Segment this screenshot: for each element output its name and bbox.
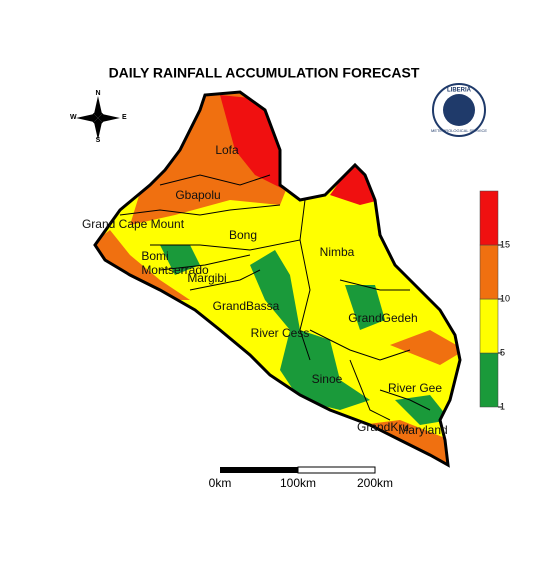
scale-bar <box>220 466 376 474</box>
scale-label: 200km <box>357 476 393 490</box>
legend-swatch <box>479 352 499 408</box>
compass-e: E <box>122 114 127 121</box>
county-label: River Gee <box>388 381 442 395</box>
legend-tick-label: 15 <box>500 239 510 249</box>
compass-n: N <box>95 90 100 97</box>
legend-swatch <box>479 298 499 354</box>
county-label: Sinoe <box>312 372 343 386</box>
county-label: Bong <box>229 228 257 242</box>
county-label: River Cess <box>251 326 310 340</box>
legend-tick-label: 5 <box>500 347 505 357</box>
compass: N S E W <box>70 90 127 144</box>
county-label: GrandGedeh <box>348 311 417 325</box>
logo-top: LIBERIA <box>447 88 472 94</box>
county-label: Margibi <box>187 271 226 285</box>
county-label: Gbapolu <box>175 188 220 202</box>
county-label: Grand Cape Mount <box>82 217 185 231</box>
legend-tick-label: 10 <box>500 293 510 303</box>
scale-label: 100km <box>280 476 316 490</box>
logo: LIBERIA METEOROLOGICAL SERVICE <box>431 83 487 137</box>
county-label: GrandBassa <box>213 299 280 313</box>
county-label: Nimba <box>320 245 355 259</box>
county-label: GrandKru <box>357 420 409 434</box>
scale-label: 0km <box>209 476 232 490</box>
compass-w: W <box>70 114 77 121</box>
legend-swatch <box>479 244 499 300</box>
legend-swatch <box>479 190 499 246</box>
county-labels: Lofa Gbapolu Grand Cape Mount Bong Nimba Bomi… <box>82 143 448 437</box>
legend-tick-label: 1 <box>500 401 505 411</box>
title: DAILY RAINFALL ACCUMULATION FORECAST <box>109 65 420 81</box>
county-label: Montserrado <box>141 263 209 277</box>
compass-s: S <box>96 137 101 144</box>
logo-bottom: METEOROLOGICAL SERVICE <box>431 128 487 133</box>
county-borders <box>119 174 431 421</box>
county-label: Bomi <box>141 249 168 263</box>
country-outline <box>93 90 462 468</box>
county-label: Maryland <box>398 423 447 437</box>
county-label: Lofa <box>215 143 239 157</box>
